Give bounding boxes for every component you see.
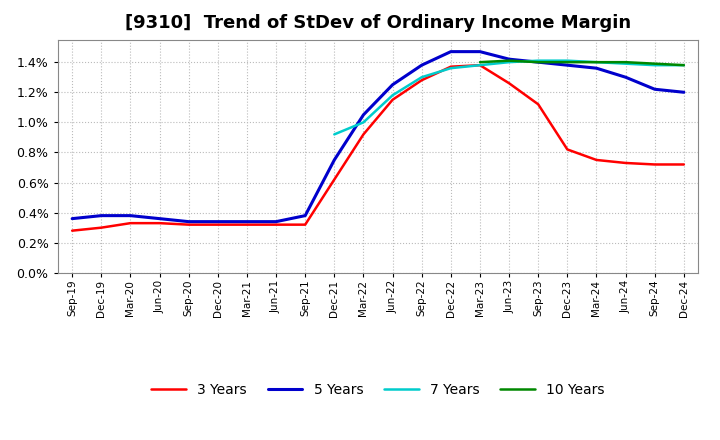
5 Years <box>592 66 600 71</box>
5 Years <box>126 213 135 218</box>
3 Years <box>126 220 135 226</box>
7 Years <box>650 62 659 68</box>
3 Years <box>330 177 338 182</box>
5 Years <box>476 49 485 54</box>
3 Years <box>243 222 251 227</box>
7 Years <box>621 61 630 66</box>
7 Years <box>359 120 368 125</box>
Line: 7 Years: 7 Years <box>334 61 684 134</box>
7 Years <box>388 93 397 98</box>
5 Years <box>446 49 455 54</box>
3 Years <box>388 97 397 103</box>
7 Years <box>563 58 572 63</box>
5 Years <box>563 62 572 68</box>
5 Years <box>68 216 76 221</box>
3 Years <box>621 160 630 165</box>
5 Years <box>156 216 164 221</box>
3 Years <box>592 158 600 163</box>
10 Years <box>505 58 513 63</box>
5 Years <box>330 158 338 163</box>
3 Years <box>97 225 106 230</box>
3 Years <box>680 162 688 167</box>
7 Years <box>680 62 688 68</box>
10 Years <box>534 59 543 65</box>
5 Years <box>418 62 426 68</box>
3 Years <box>271 222 280 227</box>
3 Years <box>418 77 426 83</box>
5 Years <box>301 213 310 218</box>
Line: 10 Years: 10 Years <box>480 61 684 65</box>
10 Years <box>592 59 600 65</box>
5 Years <box>359 112 368 117</box>
7 Years <box>592 59 600 65</box>
5 Years <box>97 213 106 218</box>
5 Years <box>621 74 630 80</box>
7 Years <box>534 58 543 63</box>
7 Years <box>418 74 426 80</box>
5 Years <box>213 219 222 224</box>
3 Years <box>563 147 572 152</box>
3 Years <box>650 162 659 167</box>
10 Years <box>476 59 485 65</box>
Line: 3 Years: 3 Years <box>72 65 684 231</box>
7 Years <box>476 62 485 68</box>
Legend: 3 Years, 5 Years, 7 Years, 10 Years: 3 Years, 5 Years, 7 Years, 10 Years <box>146 378 610 403</box>
3 Years <box>156 220 164 226</box>
5 Years <box>505 56 513 62</box>
3 Years <box>301 222 310 227</box>
3 Years <box>68 228 76 233</box>
Title: [9310]  Trend of StDev of Ordinary Income Margin: [9310] Trend of StDev of Ordinary Income… <box>125 15 631 33</box>
10 Years <box>563 59 572 65</box>
3 Years <box>184 222 193 227</box>
3 Years <box>359 132 368 137</box>
5 Years <box>243 219 251 224</box>
5 Years <box>271 219 280 224</box>
5 Years <box>388 82 397 88</box>
3 Years <box>476 62 485 68</box>
7 Years <box>330 132 338 137</box>
5 Years <box>680 90 688 95</box>
10 Years <box>621 59 630 65</box>
3 Years <box>505 81 513 86</box>
3 Years <box>213 222 222 227</box>
7 Years <box>446 66 455 71</box>
5 Years <box>184 219 193 224</box>
5 Years <box>534 59 543 65</box>
5 Years <box>650 87 659 92</box>
3 Years <box>446 64 455 70</box>
10 Years <box>680 62 688 68</box>
7 Years <box>505 59 513 65</box>
3 Years <box>534 102 543 107</box>
10 Years <box>650 61 659 66</box>
Line: 5 Years: 5 Years <box>72 51 684 222</box>
